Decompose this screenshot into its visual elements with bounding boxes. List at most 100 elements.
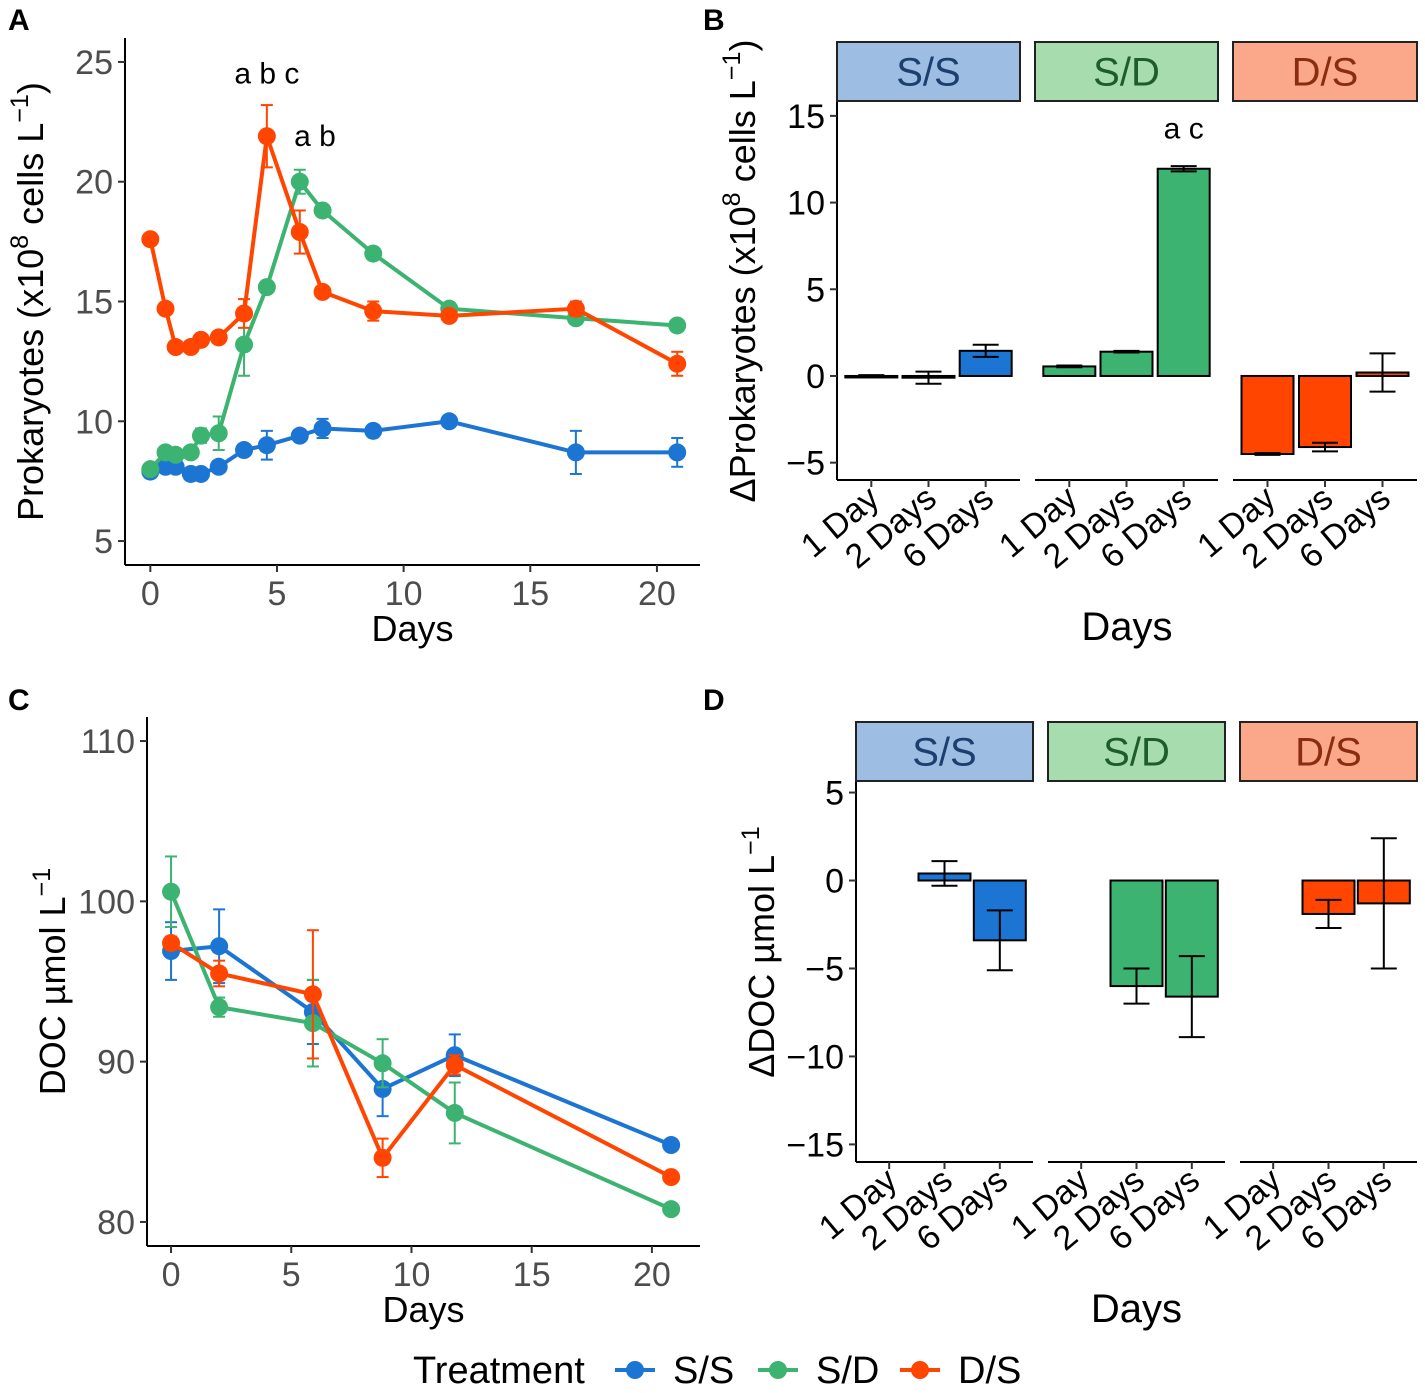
y-tick-label: 15 — [75, 284, 113, 322]
data-point — [445, 1055, 464, 1074]
facet-strip — [1239, 721, 1418, 782]
legend-key-point — [911, 1361, 929, 1379]
x-tick-label: 20 — [633, 1256, 671, 1294]
data-point — [440, 412, 459, 431]
panel-c: 80 90 100 110 0 5 10 15 20 Days DOC µmol L−1​ C — [8, 684, 700, 1330]
data-point — [210, 937, 229, 956]
data-point — [257, 436, 276, 455]
data-point — [162, 882, 181, 901]
x-axis-label: Days — [1091, 1287, 1182, 1331]
data-point — [257, 278, 276, 297]
data-point — [156, 299, 175, 318]
legend-title: Treatment — [413, 1350, 585, 1392]
y-tick-label: 5 — [94, 523, 113, 561]
legend-entry-s-d: S/D — [758, 1350, 879, 1392]
data-point — [373, 1079, 392, 1098]
x-tick-label: 15 — [511, 575, 549, 613]
x-tick-label: 10 — [385, 575, 423, 613]
data-point — [313, 419, 332, 438]
series-d-s — [162, 929, 681, 1187]
series-s-d — [162, 855, 681, 1219]
y-tick-label: 90 — [97, 1044, 135, 1082]
data-point — [235, 335, 254, 354]
x-tick-label: 0 — [141, 575, 160, 613]
facet-strip-label: S/D — [1103, 731, 1170, 775]
x-tick-label: 0 — [162, 1256, 181, 1294]
facet-strip-label: S/S — [896, 51, 960, 95]
data-point — [364, 421, 383, 440]
y-axis-label: ΔDOC µmol L−1​ — [737, 826, 782, 1078]
data-point — [210, 998, 229, 1017]
legend-key-point — [626, 1361, 644, 1379]
data-point — [209, 328, 228, 347]
data-point — [313, 282, 332, 301]
facet-strip — [1034, 41, 1219, 102]
y-axis-label: DOC µmol L−1​ — [28, 868, 73, 1096]
data-point — [290, 426, 309, 445]
legend: Treatment S/S S/D D/S — [413, 1350, 1021, 1392]
data-point — [373, 1148, 392, 1167]
x-tick-label: 5 — [282, 1256, 301, 1294]
y-tick-label: 100 — [78, 883, 135, 921]
y-axis-label: ΔProkaryotes (x108​ cells L−1​) — [718, 40, 763, 503]
y-tick-label: −5 — [786, 445, 825, 483]
x-axis-label: Days — [1081, 605, 1172, 649]
x-tick-label: 20 — [638, 575, 676, 613]
data-point — [166, 445, 185, 464]
series-line — [148, 134, 679, 366]
facet-strip-label: S/S — [912, 731, 976, 775]
panel-letter: B — [703, 4, 725, 37]
significance-label: a b — [294, 120, 336, 153]
data-point — [162, 934, 181, 953]
data-point — [210, 964, 229, 983]
data-point — [668, 316, 687, 335]
y-tick-label: 25 — [75, 44, 113, 82]
x-tick-label: 10 — [393, 1256, 431, 1294]
data-point — [303, 985, 322, 1004]
y-tick-label: 80 — [97, 1204, 135, 1242]
y-tick-label: −5 — [805, 950, 844, 988]
data-point — [290, 223, 309, 242]
data-point — [191, 330, 210, 349]
data-point — [662, 1200, 681, 1219]
data-point — [566, 443, 585, 462]
data-point — [364, 244, 383, 263]
series-line — [149, 419, 678, 476]
panel-letter: C — [8, 684, 30, 717]
legend-label: S/D — [816, 1350, 879, 1392]
bar-6-days — [1156, 167, 1211, 377]
x-axis-label: Days — [382, 1289, 464, 1330]
y-tick-label: 10 — [75, 403, 113, 441]
bar-2-days — [1298, 374, 1352, 449]
panel-letter: A — [8, 4, 30, 37]
y-tick-label: 5 — [806, 271, 825, 309]
data-point — [166, 338, 185, 357]
data-point — [209, 457, 228, 476]
legend-label: D/S — [958, 1350, 1021, 1392]
y-tick-label: 15 — [787, 98, 825, 136]
facet-strip-label: D/S — [1295, 731, 1362, 775]
data-point — [662, 1168, 681, 1187]
panel-letter: D — [703, 684, 725, 717]
legend-entry-d-s: D/S — [900, 1350, 1021, 1392]
data-point — [290, 172, 309, 191]
y-tick-label: −10 — [786, 1038, 844, 1076]
y-tick-label: 110 — [81, 723, 135, 761]
legend-entry-s-s: S/S — [615, 1350, 734, 1392]
data-point — [440, 306, 459, 325]
data-point — [373, 1054, 392, 1073]
data-point — [141, 230, 160, 249]
legend-label: S/S — [673, 1350, 734, 1392]
data-point — [662, 1136, 681, 1155]
facet-strip — [855, 721, 1034, 782]
y-tick-label: 5 — [825, 775, 844, 813]
y-axis-label: Prokaryotes (x108​ cells L−1​) — [6, 82, 51, 521]
x-axis-label: Days — [371, 608, 453, 649]
data-point — [313, 201, 332, 220]
facet-strip-label: D/S — [1292, 51, 1359, 95]
